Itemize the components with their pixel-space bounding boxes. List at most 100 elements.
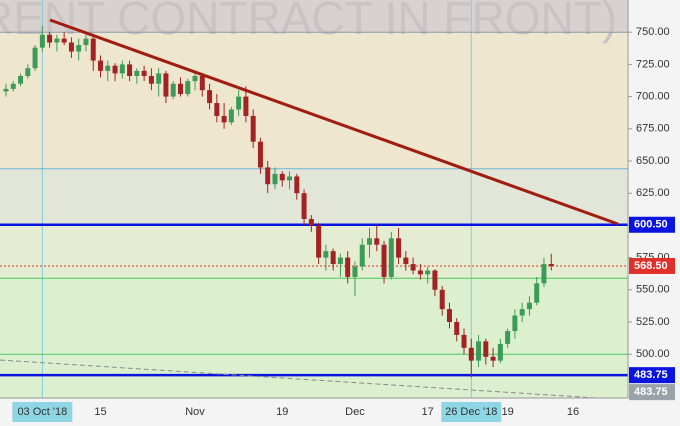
candle-body bbox=[39, 34, 45, 48]
candle-body bbox=[61, 38, 67, 43]
candle-body bbox=[432, 270, 438, 290]
candle-body bbox=[410, 264, 416, 271]
dashed-trendline bbox=[0, 359, 629, 401]
candle-body bbox=[25, 68, 31, 76]
candle-body bbox=[497, 343, 503, 361]
candle-body bbox=[439, 289, 445, 310]
x-label-highlight bbox=[441, 402, 502, 422]
candle-body bbox=[345, 257, 351, 277]
price-tag-label: 600.50 bbox=[634, 219, 668, 231]
x-axis-area bbox=[0, 398, 628, 426]
candle-body bbox=[134, 70, 140, 76]
candle-body bbox=[294, 176, 300, 194]
candle-body bbox=[141, 70, 147, 76]
candle-body bbox=[207, 90, 213, 104]
candle-body bbox=[548, 264, 554, 266]
candle-body bbox=[541, 264, 547, 284]
band bbox=[0, 0, 628, 32]
candle-body bbox=[301, 193, 307, 219]
candle-body bbox=[316, 225, 322, 258]
candle-body bbox=[18, 75, 24, 84]
candle-body bbox=[3, 88, 9, 92]
y-tick-label: 675.00 bbox=[636, 123, 670, 135]
candle-body bbox=[47, 34, 53, 43]
x-tick-label: 26 Dec '18 bbox=[445, 406, 497, 418]
candle-body bbox=[221, 115, 227, 123]
y-tick-label: 700.00 bbox=[636, 91, 670, 103]
candle-body bbox=[265, 167, 271, 185]
candle-body bbox=[119, 64, 125, 74]
candle-body bbox=[98, 60, 104, 71]
candle-body bbox=[156, 73, 162, 84]
price-tag-label: 483.75 bbox=[634, 369, 668, 381]
candle-body bbox=[388, 238, 394, 277]
price-tag-label: 483.75 bbox=[634, 386, 668, 398]
y-tick-label: 650.00 bbox=[636, 155, 670, 167]
x-label-highlight bbox=[12, 402, 73, 422]
candle-body bbox=[272, 173, 278, 185]
price-tag bbox=[629, 367, 675, 384]
candle-body bbox=[483, 341, 489, 357]
candle-body bbox=[308, 218, 314, 226]
y-axis-area bbox=[628, 0, 680, 426]
band bbox=[0, 278, 628, 398]
candle-body bbox=[236, 96, 242, 110]
candle-body bbox=[170, 83, 176, 97]
candle-body bbox=[403, 257, 409, 265]
candle-body bbox=[505, 331, 511, 344]
candle-body bbox=[359, 244, 365, 267]
candle-body bbox=[127, 64, 133, 76]
candle-body bbox=[257, 141, 263, 168]
candle-body bbox=[381, 244, 387, 277]
candle-body bbox=[192, 75, 198, 82]
candle-body bbox=[323, 251, 329, 258]
candle-body bbox=[526, 302, 532, 310]
y-tick-label: 625.00 bbox=[636, 187, 670, 199]
band bbox=[0, 169, 628, 224]
candle-body bbox=[330, 251, 336, 265]
candle-body bbox=[367, 238, 372, 245]
x-tick-label: 03 Oct '18 bbox=[17, 406, 67, 418]
candle-body bbox=[476, 341, 482, 361]
candle-body bbox=[83, 38, 89, 46]
candle-body bbox=[54, 38, 60, 43]
price-tag bbox=[629, 257, 675, 274]
candle-body bbox=[454, 322, 460, 335]
x-tick-label: Dec bbox=[345, 406, 365, 418]
candle-body bbox=[352, 266, 358, 277]
candle-body bbox=[490, 356, 496, 361]
candle-body bbox=[417, 270, 423, 275]
x-tick-label: 15 bbox=[94, 406, 106, 418]
candle-body bbox=[10, 83, 16, 89]
candle-body bbox=[337, 257, 343, 265]
x-tick-label: 17 bbox=[422, 406, 434, 418]
candle-body bbox=[250, 115, 256, 142]
candle-body bbox=[32, 47, 38, 69]
candle-body bbox=[519, 309, 525, 316]
candle-body bbox=[163, 73, 169, 97]
candle-body bbox=[90, 38, 96, 61]
y-tick-label: 750.00 bbox=[636, 26, 670, 38]
candle-body bbox=[228, 109, 234, 123]
y-tick-label: 725.00 bbox=[636, 58, 670, 70]
band bbox=[0, 32, 628, 169]
x-tick-label: 19 bbox=[276, 406, 288, 418]
candle-body bbox=[105, 65, 111, 71]
candle-body bbox=[534, 283, 540, 303]
x-tick-label: 16 bbox=[567, 406, 579, 418]
candle-body bbox=[68, 42, 74, 52]
price-tag bbox=[629, 216, 675, 233]
price-tag-label: 568.50 bbox=[634, 260, 668, 272]
x-tick-label: Nov bbox=[185, 406, 205, 418]
candle-body bbox=[468, 347, 474, 361]
candle-body bbox=[396, 238, 402, 258]
candle-body bbox=[279, 173, 285, 181]
candle-body bbox=[214, 103, 220, 116]
candle-body bbox=[446, 309, 452, 323]
candle-body bbox=[512, 315, 518, 332]
candle-body bbox=[461, 334, 467, 348]
candle-body bbox=[76, 45, 82, 52]
candle-body bbox=[243, 96, 249, 116]
candle-body bbox=[185, 81, 191, 95]
